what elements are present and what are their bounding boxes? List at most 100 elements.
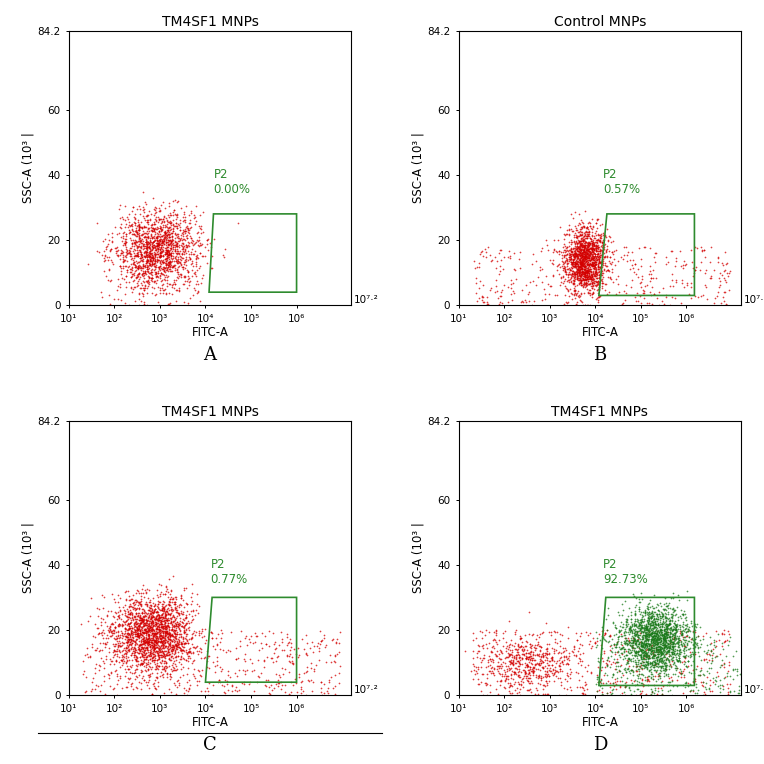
Point: [118, 254, 131, 266]
Point: [533, 658, 545, 670]
Point: [571, 264, 584, 276]
Point: [493, 248, 505, 260]
Point: [153, 660, 165, 672]
Point: [582, 223, 594, 235]
Point: [161, 254, 173, 267]
Point: [644, 618, 656, 630]
Point: [163, 673, 176, 685]
Point: [594, 229, 607, 241]
Point: [105, 626, 118, 639]
Point: [128, 244, 141, 257]
Point: [674, 648, 686, 660]
Point: [153, 611, 165, 623]
Point: [668, 633, 681, 646]
Point: [139, 246, 151, 258]
Point: [681, 655, 694, 667]
Point: [647, 635, 659, 647]
Point: [477, 279, 489, 291]
Point: [129, 610, 141, 622]
Point: [634, 622, 646, 634]
Point: [493, 660, 505, 672]
Point: [180, 254, 192, 267]
Point: [649, 625, 661, 637]
Point: [575, 229, 587, 241]
Point: [144, 237, 156, 249]
Point: [119, 618, 131, 630]
Point: [695, 679, 707, 691]
Point: [85, 685, 97, 698]
Point: [130, 623, 142, 636]
Point: [135, 261, 147, 274]
Point: [183, 238, 195, 250]
Point: [588, 254, 600, 267]
Point: [662, 628, 674, 640]
Point: [636, 668, 648, 680]
Point: [666, 668, 678, 681]
Point: [624, 663, 636, 675]
Point: [665, 615, 678, 627]
Point: [155, 618, 167, 630]
Point: [144, 235, 157, 247]
Point: [145, 266, 157, 278]
Point: [631, 678, 643, 690]
Point: [584, 257, 596, 269]
Point: [161, 241, 173, 253]
Point: [651, 636, 663, 648]
Point: [246, 656, 258, 668]
Point: [143, 247, 155, 259]
Point: [573, 268, 585, 280]
Point: [163, 682, 175, 694]
Point: [536, 656, 548, 668]
Point: [490, 650, 502, 662]
Point: [618, 680, 630, 692]
Point: [151, 206, 163, 219]
Point: [138, 196, 151, 209]
Point: [159, 633, 171, 646]
Point: [721, 267, 733, 279]
Point: [170, 620, 182, 632]
Point: [121, 631, 133, 643]
Point: [180, 581, 193, 594]
Point: [507, 285, 520, 297]
Point: [163, 660, 175, 672]
Point: [551, 637, 563, 649]
Point: [240, 630, 252, 643]
Point: [662, 256, 674, 268]
Point: [125, 633, 138, 645]
Point: [140, 636, 152, 649]
Point: [569, 268, 581, 280]
Point: [591, 276, 603, 288]
Point: [143, 631, 155, 643]
Point: [722, 682, 734, 694]
Point: [128, 598, 141, 610]
Point: [160, 252, 173, 264]
Point: [586, 269, 598, 281]
Point: [647, 251, 659, 263]
Point: [526, 665, 539, 677]
Point: [193, 645, 205, 657]
Point: [573, 256, 585, 268]
Point: [125, 637, 138, 649]
Point: [574, 235, 586, 247]
Point: [571, 243, 583, 255]
Point: [581, 268, 594, 280]
Point: [563, 244, 575, 256]
Point: [173, 618, 186, 630]
Point: [656, 660, 668, 672]
Point: [581, 230, 594, 242]
Point: [664, 634, 676, 646]
Point: [568, 260, 581, 272]
Point: [189, 245, 201, 257]
Point: [675, 629, 688, 641]
Point: [182, 266, 194, 278]
Point: [667, 638, 679, 650]
Point: [175, 651, 187, 663]
Point: [133, 288, 145, 300]
Point: [667, 641, 679, 653]
Point: [130, 630, 142, 642]
Point: [642, 638, 654, 650]
Point: [673, 652, 685, 664]
Point: [591, 279, 603, 291]
Point: [194, 643, 206, 655]
Point: [641, 633, 653, 646]
